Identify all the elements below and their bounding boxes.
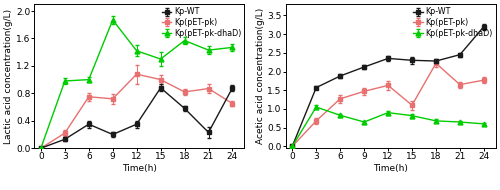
Y-axis label: Acetic acid concentration(g/L): Acetic acid concentration(g/L) bbox=[256, 8, 264, 144]
Legend: Kp-WT, Kp(pET-pk), Kp(pET-pk-dhaD): Kp-WT, Kp(pET-pk), Kp(pET-pk-dhaD) bbox=[161, 7, 242, 38]
X-axis label: Time(h): Time(h) bbox=[374, 164, 408, 173]
Y-axis label: Lactic acid concentration(g/L): Lactic acid concentration(g/L) bbox=[4, 9, 13, 144]
Legend: Kp-WT, Kp(pET-pk), Kp(pET-pk-dhaD): Kp-WT, Kp(pET-pk), Kp(pET-pk-dhaD) bbox=[412, 7, 494, 38]
X-axis label: Time(h): Time(h) bbox=[122, 164, 157, 173]
